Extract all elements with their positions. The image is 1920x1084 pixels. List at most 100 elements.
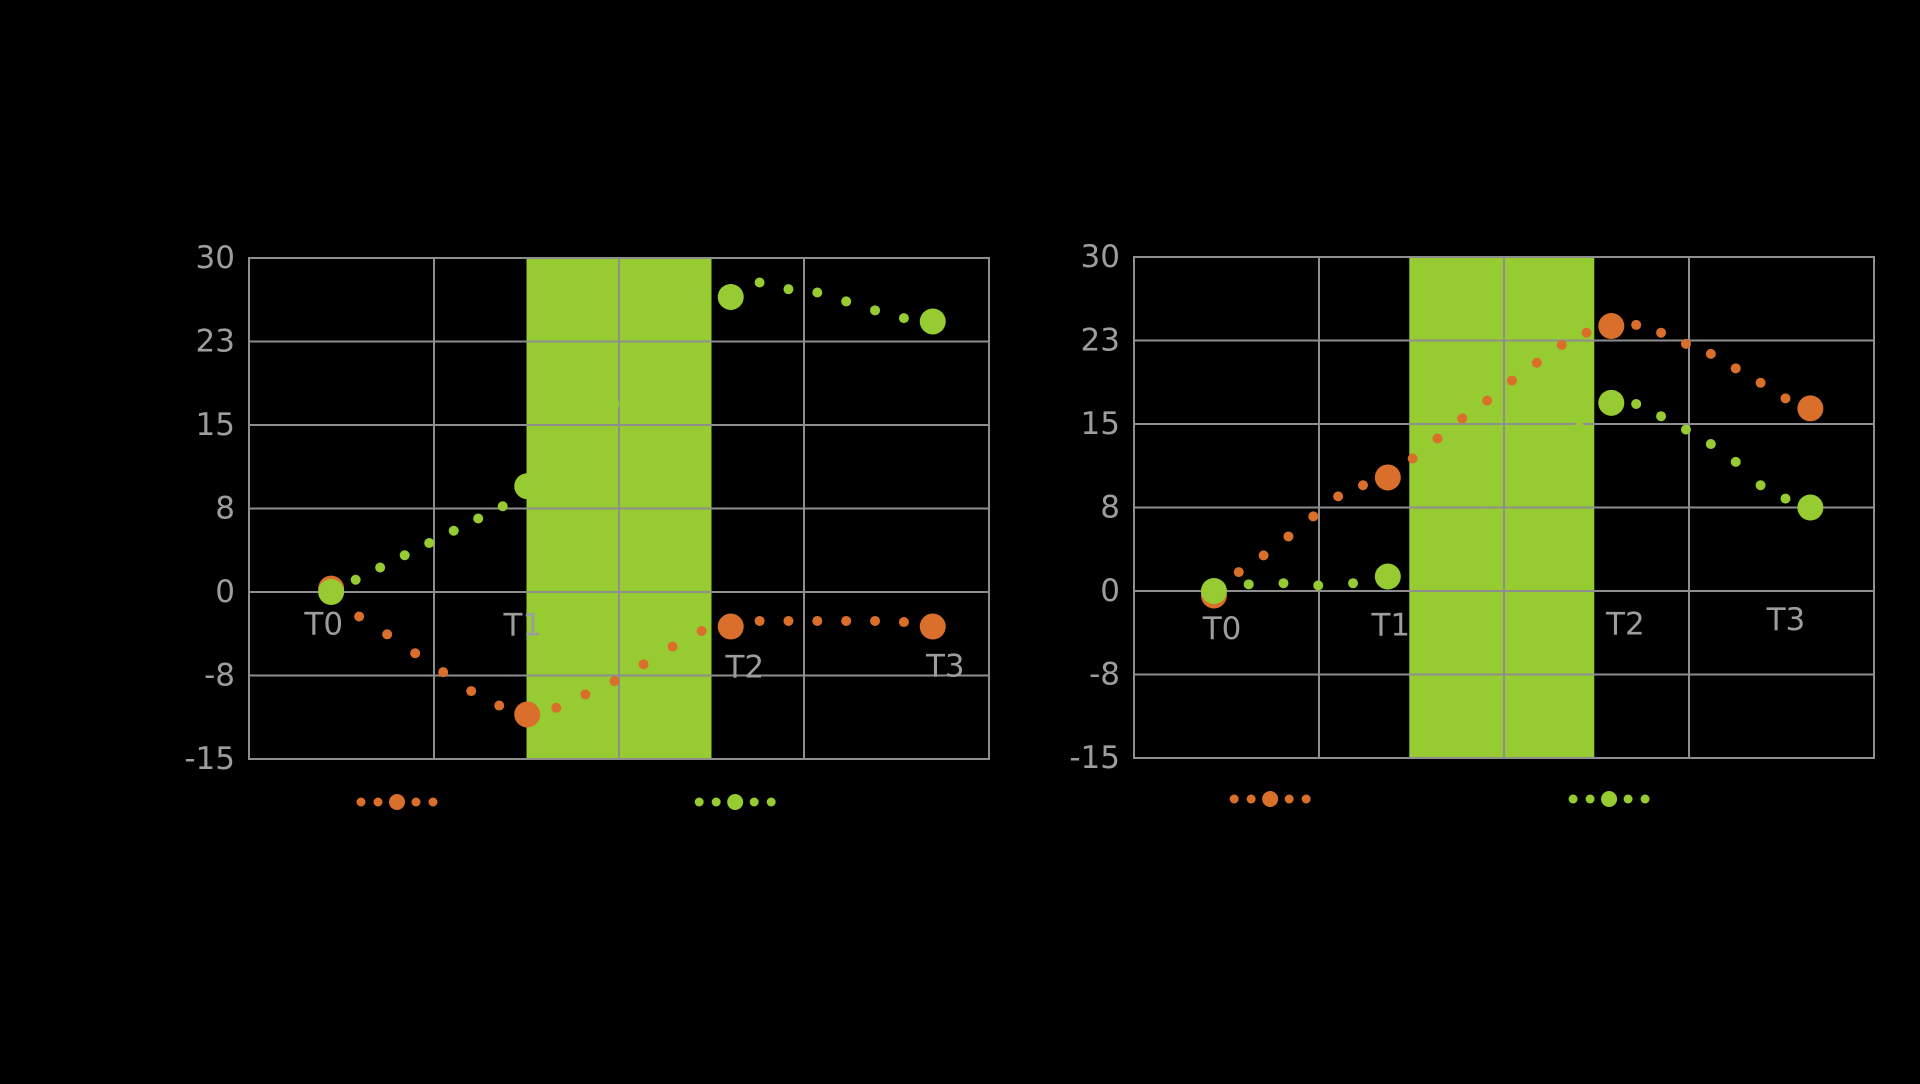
data-dot-small bbox=[609, 676, 620, 687]
data-dot-small bbox=[580, 426, 591, 437]
y-tick-label: -8 bbox=[1089, 657, 1120, 693]
legend-marker-dot bbox=[711, 797, 721, 807]
data-dot-small bbox=[1243, 579, 1254, 590]
data-dot-small bbox=[754, 615, 765, 626]
data-dot-small bbox=[898, 313, 909, 324]
y-tick-label: 8 bbox=[215, 491, 235, 527]
data-dot-small bbox=[841, 615, 852, 626]
data-dot-small bbox=[1574, 422, 1585, 433]
y-tick-label: 15 bbox=[1081, 406, 1120, 442]
data-dot-small bbox=[1233, 567, 1244, 578]
data-dot-anchor-t1[interactable] bbox=[1374, 563, 1401, 590]
data-dot-anchor-t3[interactable] bbox=[1797, 494, 1824, 521]
data-dot-small bbox=[754, 277, 765, 288]
data-dot-small bbox=[1730, 456, 1741, 467]
data-dot-anchor-t2[interactable] bbox=[1598, 389, 1625, 416]
data-dot-small bbox=[1446, 522, 1457, 533]
legend-marker-dot bbox=[1640, 794, 1650, 804]
legend-item-green-series[interactable] bbox=[694, 794, 776, 810]
data-dot-small bbox=[1313, 580, 1324, 591]
data-dot-anchor-t2[interactable] bbox=[717, 613, 744, 640]
plot-border bbox=[248, 257, 990, 760]
data-dot-small bbox=[1556, 339, 1567, 350]
data-dot-small bbox=[1705, 439, 1716, 450]
data-dot-anchor-t0[interactable] bbox=[318, 579, 345, 605]
data-dot-small bbox=[448, 525, 459, 536]
data-dot-small bbox=[638, 372, 649, 383]
data-dot-anchor-t2[interactable] bbox=[717, 283, 744, 310]
x-tick-label-t0: T0 bbox=[1202, 611, 1242, 647]
legend-marker-dot bbox=[1301, 794, 1311, 804]
legend-marker-dot bbox=[1568, 794, 1578, 804]
data-dot-small bbox=[1531, 357, 1542, 368]
x-tick-label-t1: T1 bbox=[502, 607, 542, 643]
data-dot-small bbox=[354, 611, 365, 622]
data-dot-small bbox=[1780, 493, 1791, 504]
data-dot-small bbox=[1755, 377, 1766, 388]
data-dot-anchor-t3[interactable] bbox=[919, 308, 946, 335]
data-dot-small bbox=[667, 641, 678, 652]
legend-item-orange-series[interactable] bbox=[1229, 791, 1311, 807]
data-dot-anchor-t0[interactable] bbox=[1200, 578, 1227, 604]
data-dot-small bbox=[1631, 398, 1642, 409]
legend-item-orange-series[interactable] bbox=[356, 794, 438, 810]
data-dot-anchor-t2[interactable] bbox=[1598, 313, 1625, 340]
data-dot-small bbox=[898, 617, 909, 628]
data-dot-small bbox=[1780, 393, 1791, 404]
x-tick-label-t3: T3 bbox=[925, 649, 965, 685]
data-dot-small bbox=[382, 629, 393, 640]
data-dot-small bbox=[424, 538, 435, 549]
legend-marker-dot bbox=[1623, 794, 1633, 804]
legend-marker-dot bbox=[1262, 791, 1279, 807]
y-tick-label: -15 bbox=[1069, 740, 1120, 776]
data-dot-small bbox=[1510, 472, 1521, 483]
data-dot-small bbox=[350, 574, 361, 585]
legend-marker-dot bbox=[1229, 794, 1239, 804]
data-dot-anchor-t3[interactable] bbox=[919, 613, 946, 640]
data-dot-small bbox=[696, 625, 707, 636]
data-dot-small bbox=[551, 702, 562, 713]
data-dot-small bbox=[410, 648, 421, 659]
data-dot-small bbox=[1333, 491, 1344, 502]
data-dot-small bbox=[1656, 411, 1667, 422]
data-dot-anchor-t1[interactable] bbox=[514, 473, 541, 500]
plot-border bbox=[1133, 256, 1875, 759]
y-tick-label: 15 bbox=[196, 407, 235, 443]
green-series bbox=[318, 277, 946, 605]
data-dot-small bbox=[783, 615, 794, 626]
data-dot-small bbox=[1506, 375, 1517, 386]
data-dot-small bbox=[1432, 433, 1443, 444]
data-dot-small bbox=[1348, 578, 1359, 589]
data-dot-small bbox=[609, 398, 620, 409]
data-dot-small bbox=[1755, 480, 1766, 491]
y-tick-label: 30 bbox=[1081, 239, 1120, 275]
y-tick-label: 23 bbox=[196, 324, 235, 360]
legend-item-green-series[interactable] bbox=[1568, 791, 1650, 807]
data-dot-small bbox=[1680, 338, 1691, 349]
data-dot-anchor-t3[interactable] bbox=[1797, 395, 1824, 422]
data-dot-small bbox=[1581, 327, 1592, 338]
data-dot-small bbox=[497, 501, 508, 512]
data-dot-small bbox=[1414, 547, 1425, 558]
x-tick-label-t0: T0 bbox=[303, 606, 343, 642]
green-series bbox=[1200, 389, 1824, 604]
data-dot-small bbox=[466, 686, 477, 697]
legend-marker-dot bbox=[411, 797, 421, 807]
data-dot-small bbox=[841, 296, 852, 307]
data-dot-small bbox=[1482, 395, 1493, 406]
legend-marker-dot bbox=[373, 797, 383, 807]
y-tick-label: 0 bbox=[215, 574, 235, 610]
data-dot-small bbox=[438, 667, 449, 678]
data-dot-small bbox=[1542, 447, 1553, 458]
data-dot-small bbox=[870, 305, 881, 316]
y-tick-label: 0 bbox=[1100, 573, 1120, 609]
data-dot-small bbox=[667, 345, 678, 356]
x-tick-label-t3: T3 bbox=[1766, 602, 1806, 638]
legend-marker-dot bbox=[1601, 791, 1618, 807]
data-dot-small bbox=[1407, 453, 1418, 464]
data-dot-anchor-t1[interactable] bbox=[1374, 464, 1401, 491]
data-dot-anchor-t1[interactable] bbox=[514, 701, 541, 728]
data-dot-small bbox=[1705, 348, 1716, 359]
